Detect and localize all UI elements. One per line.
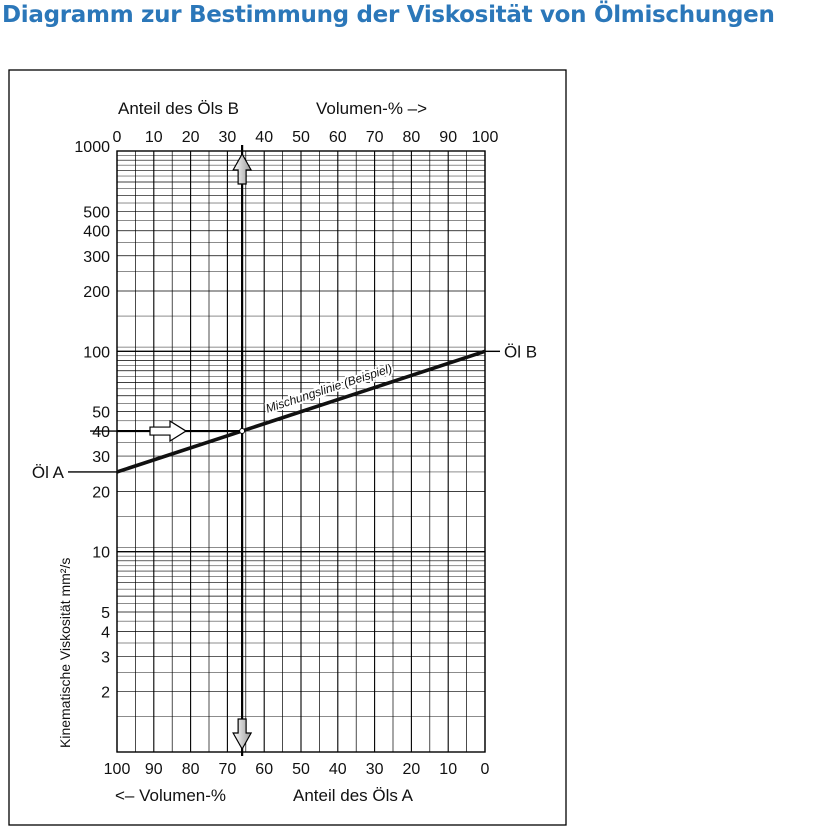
bottom-tick-label: 30 (366, 761, 384, 778)
example-result-arrow-up (232, 152, 253, 185)
top-tick-label: 70 (366, 129, 384, 146)
y-axis-title: Kinematische Viskosität mm²/s (57, 558, 73, 748)
y-axis-ticks: 1000 500 400 300 200 100 50 40 30 20 10 5 4 3 2 (74, 139, 110, 702)
bottom-axis-title: Anteil des Öls A (293, 786, 414, 805)
top-tick-label: 0 (113, 129, 122, 146)
top-tick-label: 80 (403, 129, 421, 146)
y-tick-label: 500 (83, 204, 110, 221)
y-tick-label: 5 (101, 605, 110, 622)
bottom-axis-unit-label: <– Volumen-% (115, 786, 226, 805)
top-axis-ticks: 0 10 20 30 40 50 60 70 80 90 100 (113, 129, 499, 146)
mixing-line (116, 349, 486, 474)
y-tick-label: 10 (92, 545, 110, 562)
bottom-axis-ticks: 100 90 80 70 60 50 40 30 20 10 0 (104, 761, 490, 778)
example-intersection-point (239, 428, 246, 435)
y-tick-label: 2 (101, 685, 110, 702)
y-tick-label: 40 (92, 424, 110, 441)
bottom-tick-label: 80 (182, 761, 200, 778)
bottom-tick-label: 40 (329, 761, 347, 778)
y-tick-label: 4 (101, 624, 110, 641)
y-tick-label: 300 (83, 249, 110, 266)
top-axis-title: Anteil des Öls B (118, 99, 239, 118)
top-tick-label: 90 (439, 129, 457, 146)
y-tick-label: 100 (83, 344, 110, 361)
bottom-tick-label: 0 (481, 761, 490, 778)
bottom-tick-label: 100 (104, 761, 131, 778)
chart-border (8, 69, 567, 826)
example-layer (90, 145, 253, 756)
y-tick-label: 50 (92, 405, 110, 422)
top-tick-label: 20 (182, 129, 200, 146)
bottom-tick-label: 60 (255, 761, 273, 778)
bottom-tick-label: 10 (439, 761, 457, 778)
example-result-arrow-down (232, 718, 253, 751)
plot-area (116, 150, 486, 753)
top-tick-label: 100 (472, 129, 499, 146)
y-tick-label: 400 (83, 224, 110, 241)
page-title: Diagramm zur Bestimmung der Viskosität v… (2, 2, 775, 28)
bottom-tick-label: 90 (145, 761, 163, 778)
y-tick-label: 200 (83, 284, 110, 301)
bottom-tick-label: 70 (219, 761, 237, 778)
bottom-tick-label: 20 (403, 761, 421, 778)
top-tick-label: 60 (329, 129, 347, 146)
top-tick-label: 50 (292, 129, 310, 146)
y-tick-label: 20 (92, 484, 110, 501)
top-axis-unit-label: Volumen-% –> (316, 99, 427, 118)
top-tick-label: 10 (145, 129, 163, 146)
endpoint-layer: Öl A Öl B (32, 342, 537, 482)
top-tick-label: 40 (255, 129, 273, 146)
oil-a-label: Öl A (32, 463, 65, 482)
y-tick-label: 30 (92, 449, 110, 466)
y-tick-label: 3 (101, 649, 110, 666)
bottom-tick-label: 50 (292, 761, 310, 778)
chart-grid (116, 150, 486, 753)
oil-b-label: Öl B (504, 342, 537, 361)
y-tick-label: 1000 (74, 139, 110, 156)
example-input-arrow (149, 419, 188, 443)
top-tick-label: 30 (219, 129, 237, 146)
